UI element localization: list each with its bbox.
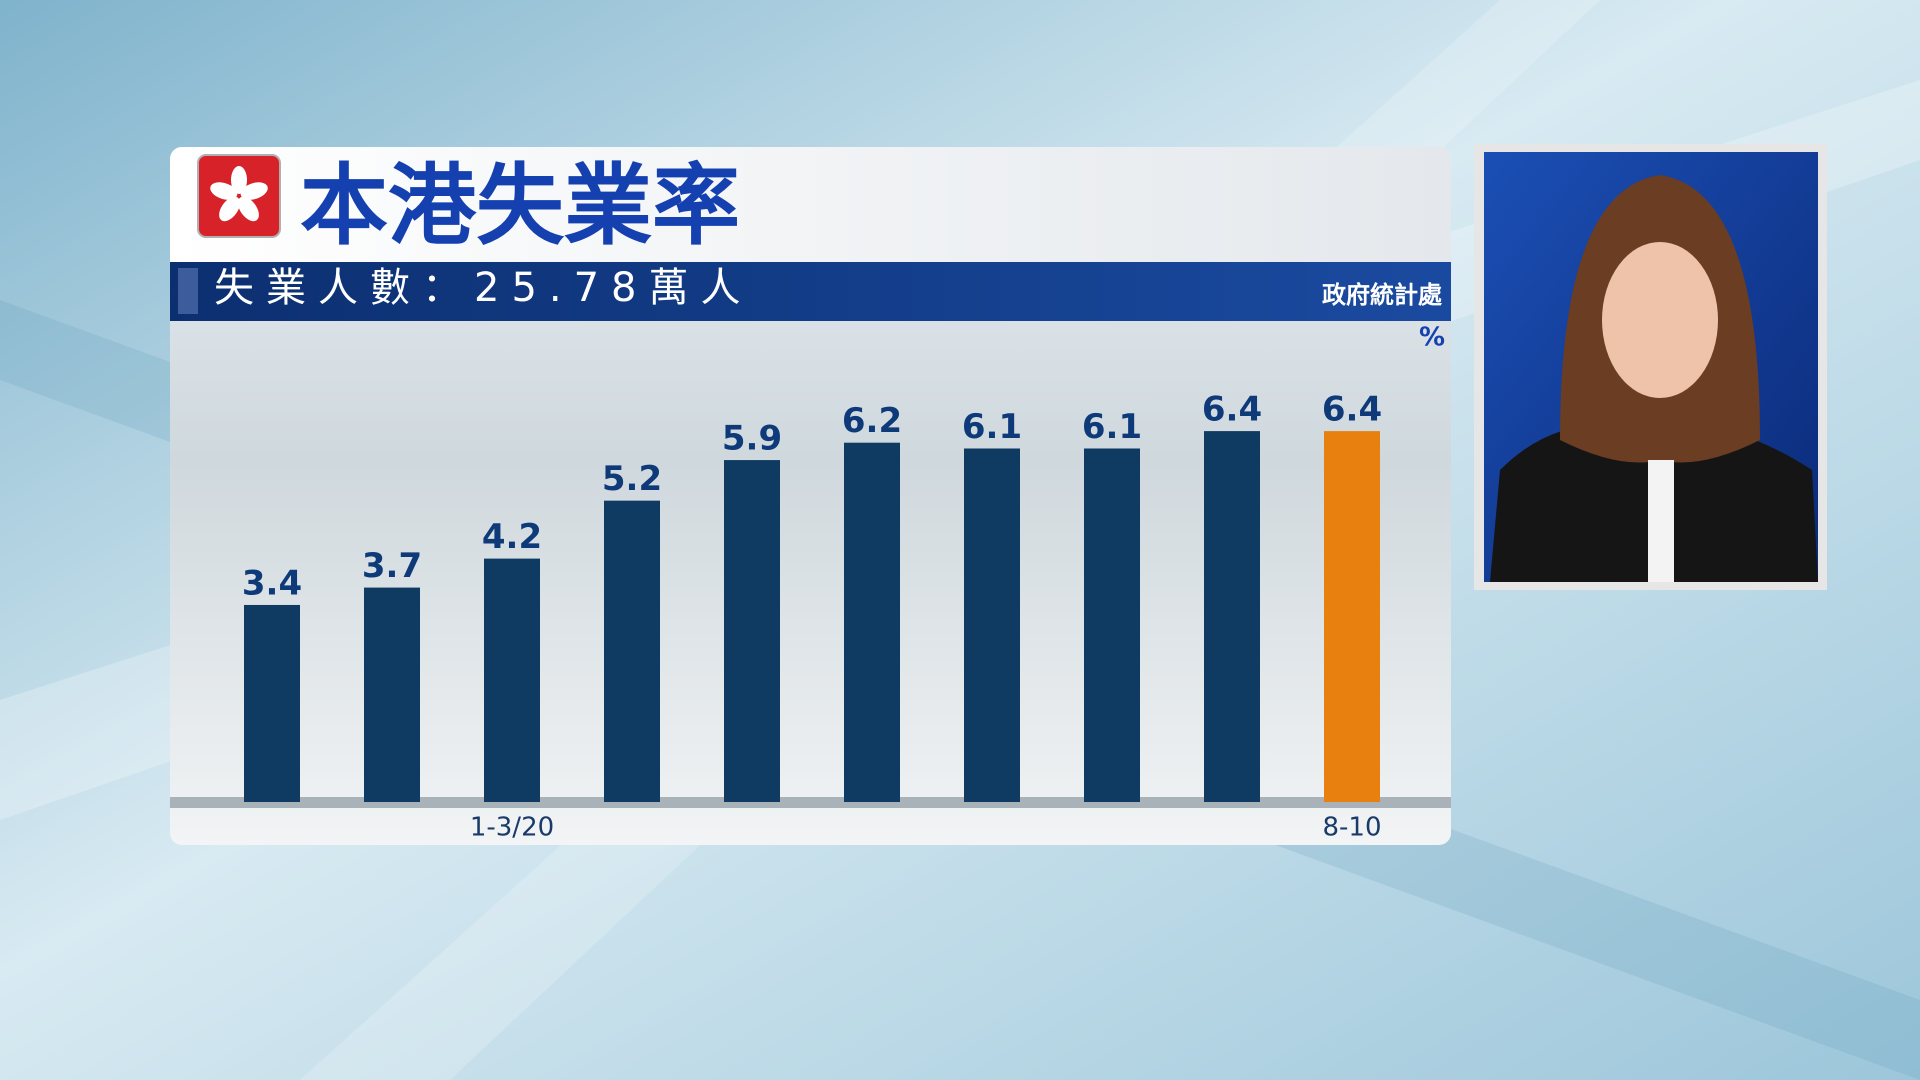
subtitle-accent — [178, 268, 198, 314]
chart-subtitle: 失業人數：25.78萬人 — [214, 265, 753, 311]
baseline — [170, 797, 1451, 808]
bar — [844, 442, 900, 802]
hk-flag — [197, 154, 281, 238]
value-label: 4.2 — [482, 517, 542, 557]
bar — [484, 558, 540, 802]
x-tick-label: 8-10 — [1322, 813, 1381, 843]
value-label: 3.4 — [242, 563, 302, 603]
bar — [1324, 431, 1380, 802]
bar — [1204, 431, 1260, 802]
bar — [244, 604, 300, 802]
anchor-collar — [1648, 460, 1674, 582]
source: 政府統計處 — [1322, 281, 1442, 309]
x-tick-label: 1-3/20 — [470, 813, 554, 843]
bar — [724, 460, 780, 802]
value-label: 5.2 — [602, 459, 662, 499]
subtitle-bar — [170, 262, 1451, 321]
bar — [964, 448, 1020, 802]
value-label: 6.1 — [1082, 407, 1142, 447]
value-label: 3.7 — [362, 546, 422, 586]
chart-title: 本港失業率 — [300, 154, 740, 257]
unit-label: % — [1419, 323, 1445, 353]
value-label: 6.4 — [1202, 390, 1262, 430]
bar — [604, 500, 660, 802]
value-label: 6.4 — [1322, 390, 1382, 430]
value-label: 6.2 — [842, 401, 902, 441]
bar — [1084, 448, 1140, 802]
value-label: 6.1 — [962, 407, 1022, 447]
value-label: 5.9 — [722, 419, 782, 459]
bar — [364, 587, 420, 802]
title-bar — [170, 147, 1451, 262]
hk-flag-flower — [210, 166, 268, 222]
anchor-face — [1602, 242, 1718, 398]
